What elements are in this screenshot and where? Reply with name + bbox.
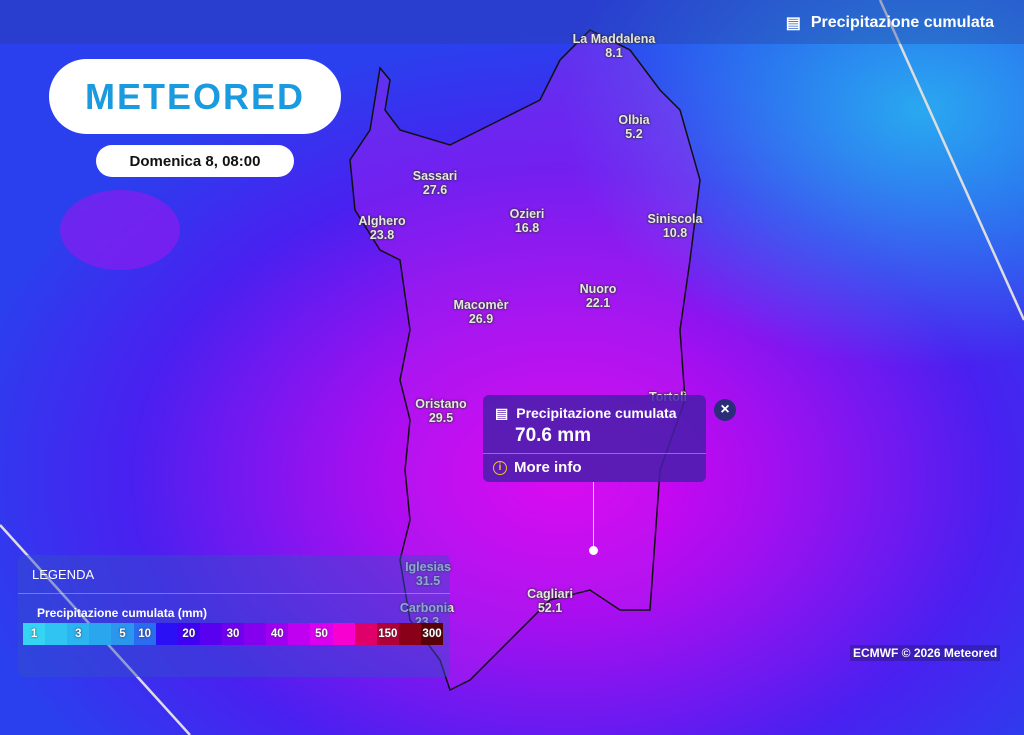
scale-step <box>89 623 112 645</box>
credit: ECMWF © 2026 Meteored <box>850 645 1001 661</box>
scale-step: 300 <box>420 623 444 645</box>
scale-step: 1 <box>23 623 46 645</box>
city-name: La Maddalena <box>572 32 656 46</box>
city-name: Iglesias <box>405 560 451 574</box>
city-label[interactable]: Sassari 27.6 <box>413 169 457 197</box>
more-info-label: More info <box>514 459 582 476</box>
scale-step <box>354 623 377 645</box>
meteored-logo[interactable]: METEORED <box>49 59 341 134</box>
scale-step <box>398 623 421 645</box>
city-value: 5.2 <box>625 127 643 141</box>
city-name: Nuoro <box>579 282 617 296</box>
city-label[interactable]: Macomèr 26.9 <box>454 298 509 326</box>
popup-title: Precipitazione cumulata <box>516 405 677 421</box>
city-label[interactable]: Siniscola 10.8 <box>648 212 703 240</box>
info-icon: i <box>493 460 507 475</box>
scale-step: 30 <box>221 623 245 645</box>
scale-step <box>288 623 311 645</box>
scale-step: 10 <box>133 623 156 645</box>
city-label[interactable]: Alghero 23.8 <box>358 214 405 242</box>
legend-title[interactable]: LEGENDA <box>32 567 95 582</box>
legend-subtitle: Precipitazione cumulata (mm) <box>37 606 208 620</box>
city-name: Ozieri <box>509 207 545 221</box>
forecast-date: Domenica 8, 08:00 <box>96 145 294 177</box>
scale-step: 5 <box>111 623 134 645</box>
scale-step <box>332 623 355 645</box>
scale-step <box>199 623 222 645</box>
layer-title-text: Precipitazione cumulata <box>810 14 994 31</box>
city-value: 8.1 <box>605 46 623 60</box>
sardinia-coastline <box>349 29 701 692</box>
city-label[interactable]: Nuoro 22.1 <box>580 282 617 310</box>
city-value: 22.1 <box>585 296 611 310</box>
color-scale: 1 3 5 10 20 30 40 50 150 300 <box>23 623 444 645</box>
popup-value: 70.6 mm <box>515 425 592 446</box>
scale-step: 20 <box>177 623 200 645</box>
divider <box>483 453 706 454</box>
info-popup: ▤ Precipitazione cumulata 70.6 mm i More i… <box>483 395 706 482</box>
scale-step: 3 <box>67 623 90 645</box>
rain-gauge-icon: ▤ <box>785 15 801 32</box>
scale-step: 40 <box>266 623 289 645</box>
divider <box>18 593 450 594</box>
city-value: 16.8 <box>514 221 540 235</box>
city-label[interactable]: Ozieri 16.8 <box>510 207 545 235</box>
city-value: 23.8 <box>369 228 395 242</box>
city-name: Carbonia <box>399 601 455 615</box>
city-label[interactable]: Olbia 5.2 <box>618 113 649 141</box>
scale-step <box>155 623 178 645</box>
pin-line <box>593 482 594 550</box>
city-label[interactable]: Oristano 29.5 <box>415 397 466 425</box>
city-name: Cagliari <box>527 587 573 601</box>
location-pin[interactable] <box>589 546 598 555</box>
city-name: Oristano <box>415 397 467 411</box>
city-label[interactable]: La Maddalena 8.1 <box>573 32 656 60</box>
city-label[interactable]: Cagliari 52.1 <box>527 587 573 615</box>
city-value: 31.5 <box>415 574 441 588</box>
city-value: 27.6 <box>422 183 448 197</box>
city-label[interactable]: Iglesias 31.5 <box>405 560 451 588</box>
city-name: Alghero <box>358 214 406 228</box>
city-value: 29.5 <box>428 411 454 425</box>
more-info-link[interactable]: i More info <box>493 459 582 476</box>
city-name: Macomèr <box>453 298 509 312</box>
city-value: 52.1 <box>537 601 563 615</box>
city-name: Siniscola <box>647 212 703 226</box>
scale-step <box>244 623 267 645</box>
layer-title[interactable]: ▤ Precipitazione cumulata <box>786 13 994 33</box>
close-popup-button[interactable]: × <box>714 399 736 421</box>
city-value: 10.8 <box>662 226 688 240</box>
city-value: 26.9 <box>468 312 494 326</box>
city-name: Sassari <box>412 169 458 183</box>
scale-step: 150 <box>376 623 399 645</box>
top-bar <box>0 0 1024 44</box>
scale-step: 50 <box>310 623 333 645</box>
city-name: Olbia <box>618 113 650 127</box>
scale-step <box>45 623 68 645</box>
rain-gauge-icon: ▤ <box>495 405 509 421</box>
